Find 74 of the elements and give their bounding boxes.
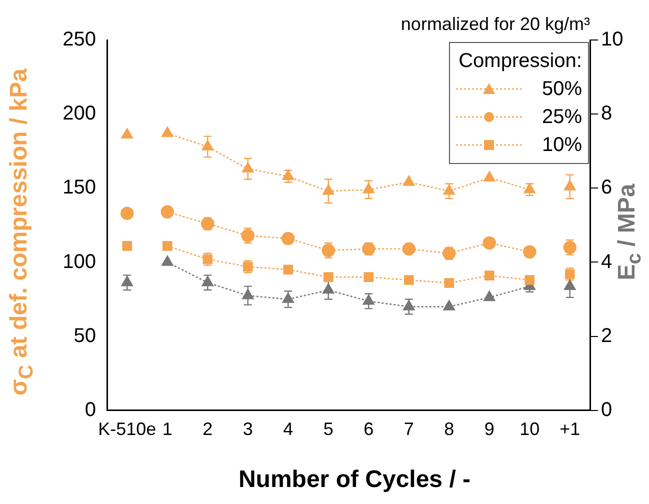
point <box>241 228 255 242</box>
point <box>484 171 496 182</box>
point <box>444 278 454 288</box>
point <box>160 205 174 219</box>
point <box>482 236 496 250</box>
x-tick-label: 10 <box>520 419 540 440</box>
point <box>282 292 294 303</box>
point <box>162 126 174 137</box>
point <box>524 275 535 285</box>
point <box>564 280 576 290</box>
y2-tick-label: 10 <box>601 28 624 51</box>
point <box>121 128 133 138</box>
point <box>322 283 334 294</box>
point <box>484 270 494 280</box>
legend-label: 50% <box>542 77 582 102</box>
x-tick-label: K-510e <box>98 419 156 440</box>
y-tick-label: 150 <box>62 176 96 199</box>
chart-subtitle: normalized for 20 kg/m³ <box>400 14 590 34</box>
y2-tick-label: 4 <box>601 250 612 273</box>
y-tick-label: 250 <box>62 28 96 51</box>
legend-label: 25% <box>542 105 582 130</box>
x-tick-label: 2 <box>202 419 213 440</box>
point <box>283 264 294 275</box>
legend-label: 10% <box>542 133 582 158</box>
point <box>362 294 374 305</box>
point <box>202 276 214 286</box>
point <box>120 206 134 220</box>
point <box>122 241 132 251</box>
point <box>162 256 174 266</box>
point <box>281 232 295 246</box>
y2-tick-label: 2 <box>601 324 612 347</box>
x-axis-title: Number of Cycles / - <box>237 466 472 494</box>
y-tick-label: 100 <box>62 250 96 273</box>
point <box>323 272 334 282</box>
x-tick-label: 7 <box>404 419 414 440</box>
point <box>242 162 254 173</box>
point <box>524 182 536 194</box>
point <box>402 242 416 256</box>
x-tick-label: 1 <box>162 419 172 440</box>
point <box>242 288 254 300</box>
x-tick-label: 5 <box>323 419 334 440</box>
y-tick-label: 0 <box>84 398 96 421</box>
point <box>322 244 336 258</box>
point <box>162 241 172 251</box>
point <box>563 240 577 254</box>
y-tick-label: 200 <box>62 102 96 125</box>
y2-tick-label: 8 <box>601 102 612 125</box>
y-tick-label: 50 <box>74 324 96 347</box>
point <box>362 242 376 256</box>
point <box>443 184 455 195</box>
point <box>121 276 133 286</box>
x-tick-label: 6 <box>364 419 374 440</box>
point <box>403 300 415 310</box>
point <box>282 170 294 180</box>
point <box>200 217 214 230</box>
x-tick-label: 8 <box>444 419 454 440</box>
point <box>202 140 214 150</box>
point <box>403 176 415 186</box>
point <box>322 184 334 195</box>
point <box>404 275 414 285</box>
y2-tick-label: 0 <box>601 398 612 421</box>
x-tick-label: 4 <box>283 419 294 440</box>
x-tick-label: +1 <box>560 419 580 440</box>
point <box>484 290 496 302</box>
x-tick-label: 9 <box>484 419 494 440</box>
point <box>364 272 374 282</box>
point <box>443 300 455 310</box>
point <box>362 182 374 194</box>
x-tick-label: 3 <box>242 419 253 440</box>
point <box>442 246 456 260</box>
point <box>522 245 536 259</box>
point <box>564 180 576 190</box>
y2-tick-label: 6 <box>601 176 612 199</box>
legend-title: Compression: <box>458 49 582 74</box>
